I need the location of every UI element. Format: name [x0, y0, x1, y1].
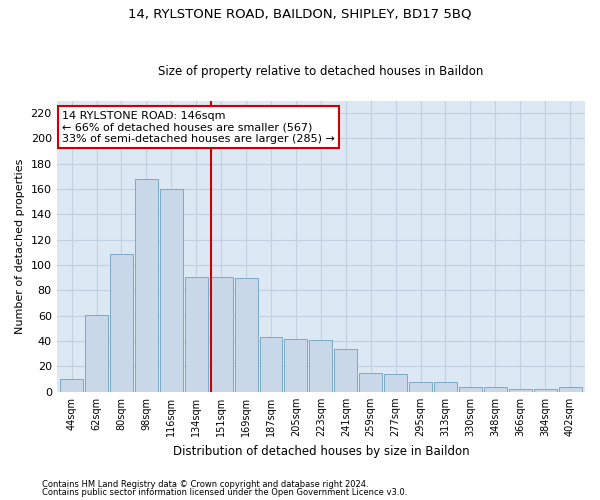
Bar [509, 390, 532, 392]
Title: Size of property relative to detached houses in Baildon: Size of property relative to detached ho… [158, 66, 484, 78]
Bar [434, 382, 457, 392]
Bar [60, 379, 83, 392]
Text: Contains public sector information licensed under the Open Government Licence v3: Contains public sector information licen… [42, 488, 407, 497]
Bar [310, 340, 332, 392]
Text: Contains HM Land Registry data © Crown copyright and database right 2024.: Contains HM Land Registry data © Crown c… [42, 480, 368, 489]
Bar [284, 338, 307, 392]
Bar [459, 386, 482, 392]
Bar [359, 373, 382, 392]
Bar [110, 254, 133, 392]
Text: 14, RYLSTONE ROAD, BAILDON, SHIPLEY, BD17 5BQ: 14, RYLSTONE ROAD, BAILDON, SHIPLEY, BD1… [128, 8, 472, 20]
Bar [384, 374, 407, 392]
Bar [185, 276, 208, 392]
Bar [135, 179, 158, 392]
Bar [484, 386, 507, 392]
X-axis label: Distribution of detached houses by size in Baildon: Distribution of detached houses by size … [173, 444, 469, 458]
Bar [160, 189, 183, 392]
Text: 14 RYLSTONE ROAD: 146sqm
← 66% of detached houses are smaller (567)
33% of semi-: 14 RYLSTONE ROAD: 146sqm ← 66% of detach… [62, 110, 335, 144]
Bar [209, 276, 233, 392]
Bar [85, 314, 108, 392]
Bar [334, 348, 357, 392]
Y-axis label: Number of detached properties: Number of detached properties [15, 158, 25, 334]
Bar [409, 382, 432, 392]
Bar [235, 278, 257, 392]
Bar [559, 386, 581, 392]
Bar [533, 390, 557, 392]
Bar [260, 338, 283, 392]
